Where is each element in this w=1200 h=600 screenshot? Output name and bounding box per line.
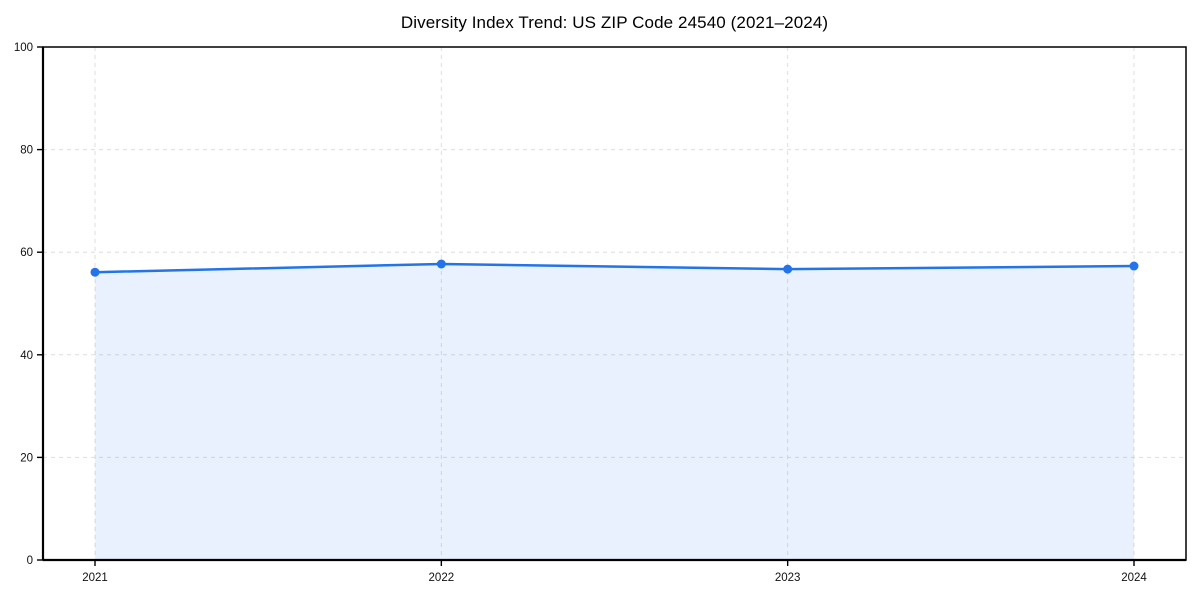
area-fill [95, 263, 1134, 560]
chart-title: Diversity Index Trend: US ZIP Code 24540… [400, 13, 829, 32]
data-point-2021 [90, 267, 100, 277]
y-tick-label: 40 [20, 350, 33, 362]
y-tick-label: 80 [20, 145, 33, 157]
x-tick-label: 2022 [429, 572, 455, 584]
x-tick-label: 2024 [1121, 572, 1147, 584]
y-tick-label: 0 [27, 555, 33, 567]
data-point-2023 [783, 264, 793, 274]
data-point-2024 [1129, 261, 1139, 271]
data-point-2022 [436, 259, 446, 269]
y-tick-label: 60 [20, 247, 33, 259]
trend-line [93, 262, 1136, 274]
x-tick-label: 2021 [82, 572, 108, 584]
x-tick-label: 2023 [775, 572, 801, 584]
y-tick-label: 20 [20, 452, 33, 464]
y-tick-label: 100 [14, 42, 33, 54]
